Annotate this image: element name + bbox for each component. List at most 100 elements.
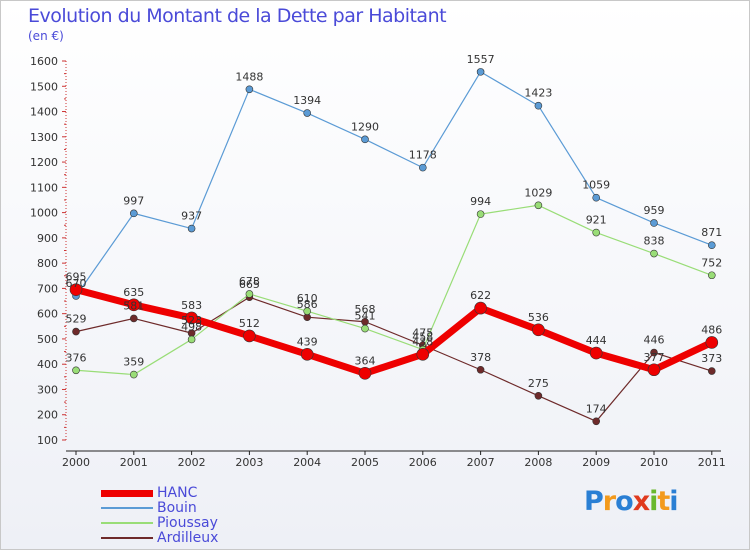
data-point-bouin: [418, 163, 427, 172]
data-label-bouin: 1290: [351, 120, 379, 133]
data-label-pioussay: 1029: [524, 186, 552, 199]
data-label-hanc: 536: [528, 311, 549, 324]
data-point-ardilleux: [592, 417, 601, 426]
data-label-pioussay: 838: [644, 235, 665, 248]
logo-letter: r: [602, 486, 616, 517]
y-tick-label: 1400: [30, 106, 58, 119]
y-tick-label: 1600: [30, 55, 58, 68]
data-point-pioussay: [245, 290, 254, 298]
data-label-hanc: 622: [470, 289, 491, 302]
legend-swatch: [101, 507, 153, 509]
data-label-bouin: 871: [701, 226, 722, 239]
data-point-hanc: [705, 336, 719, 349]
series-layer: [69, 68, 719, 426]
data-label-hanc: 635: [123, 286, 144, 299]
x-tick-label: 2004: [293, 456, 321, 469]
data-point-ardilleux: [707, 367, 716, 375]
data-label-ardilleux: 568: [355, 303, 376, 316]
data-point-bouin: [707, 241, 716, 249]
data-label-pioussay: 994: [470, 195, 491, 208]
data-label-bouin: 1488: [235, 70, 263, 83]
x-tick-label: 2010: [640, 456, 668, 469]
data-point-hanc: [416, 348, 430, 361]
data-label-ardilleux: 581: [123, 299, 144, 312]
data-point-ardilleux: [534, 391, 543, 400]
x-tick-label: 2000: [62, 456, 90, 469]
data-label-pioussay: 541: [355, 310, 376, 323]
data-label-ardilleux: 446: [644, 334, 665, 347]
data-label-ardilleux: 523: [181, 314, 202, 327]
data-label-ardilleux: 586: [297, 298, 318, 311]
data-label-bouin: 997: [123, 194, 144, 207]
x-tick-label: 2003: [235, 456, 263, 469]
x-tick-label: 2011: [698, 456, 726, 469]
data-point-hanc: [358, 366, 372, 380]
data-label-bouin: 1557: [467, 53, 495, 66]
data-label-hanc: 439: [297, 335, 318, 348]
data-label-hanc: 377: [644, 351, 665, 364]
data-label-hanc: 486: [701, 323, 722, 336]
logo-letter: i: [649, 486, 658, 517]
data-label-ardilleux: 529: [66, 313, 87, 326]
y-tick-label: 100: [37, 434, 58, 447]
data-point-pioussay: [361, 324, 369, 333]
data-label-bouin: 1423: [524, 87, 552, 100]
axes: 100 200 300 400 500 600 700 800 900 1000 1100 1200 1…: [30, 55, 726, 469]
data-point-bouin: [303, 109, 312, 117]
legend-label: Pioussay: [157, 515, 218, 531]
legend-label: Ardilleux: [157, 530, 219, 546]
data-point-hanc: [589, 346, 603, 360]
data-label-bouin: 937: [181, 210, 202, 223]
data-point-hanc: [185, 311, 198, 325]
data-point-pioussay: [187, 335, 196, 344]
data-label-pioussay: 610: [297, 292, 318, 305]
data-point-bouin: [130, 209, 138, 218]
logo-letter: x: [632, 486, 650, 517]
y-tick-label: 1000: [30, 207, 58, 220]
chart-title: Evolution du Montant de la Dette par Hab…: [28, 5, 447, 27]
data-point-hanc: [647, 363, 661, 377]
data-label-pioussay: 458: [412, 331, 433, 344]
data-point-pioussay: [650, 249, 658, 258]
data-label-pioussay: 498: [181, 320, 202, 333]
data-label-ardilleux: 174: [586, 402, 607, 415]
y-tick-label: 900: [37, 232, 58, 245]
data-point-bouin: [245, 85, 254, 94]
y-tick-label: 600: [37, 308, 58, 321]
y-tick-label: 300: [37, 383, 58, 396]
data-label-ardilleux: 378: [470, 351, 491, 364]
logo-letter: t: [657, 486, 670, 517]
data-point-bouin: [476, 68, 485, 76]
series-line-ardilleux: [75, 296, 713, 422]
data-label-bouin: 959: [644, 204, 665, 217]
data-point-hanc: [532, 323, 545, 337]
data-label-bouin: 1178: [409, 149, 437, 162]
y-tick-label: 400: [37, 358, 58, 371]
logo-letter: P: [584, 486, 604, 517]
y-tick-label: 200: [37, 409, 58, 422]
data-label-hanc: 444: [586, 334, 607, 347]
data-label-pioussay: 376: [66, 351, 87, 364]
series-line-hanc: [72, 286, 716, 377]
y-tick-label: 800: [37, 257, 58, 270]
data-label-hanc: 583: [181, 299, 202, 312]
legend-swatch: [101, 537, 153, 539]
data-point-hanc: [69, 283, 83, 296]
data-label-bouin: 1059: [582, 179, 610, 192]
data-point-pioussay: [592, 228, 601, 237]
proxiti-logo: Proxiti: [584, 486, 679, 517]
data-labels: 529 581 523 665 586 568 475 378 275 174 446 373 376 3…: [66, 53, 723, 415]
series-line-pioussay: [75, 204, 713, 376]
y-tick-label: 1300: [30, 131, 58, 144]
data-label-pioussay: 678: [239, 275, 260, 288]
data-point-bouin: [534, 101, 543, 110]
x-tick-label: 2001: [120, 456, 148, 469]
data-point-hanc: [300, 348, 314, 361]
data-point-pioussay: [476, 210, 485, 218]
data-point-ardilleux: [476, 365, 485, 374]
data-label-hanc: 364: [355, 354, 376, 367]
y-tick-label: 1200: [30, 156, 58, 169]
x-tick-label: 2007: [467, 456, 495, 469]
x-tick-label: 2009: [582, 456, 610, 469]
